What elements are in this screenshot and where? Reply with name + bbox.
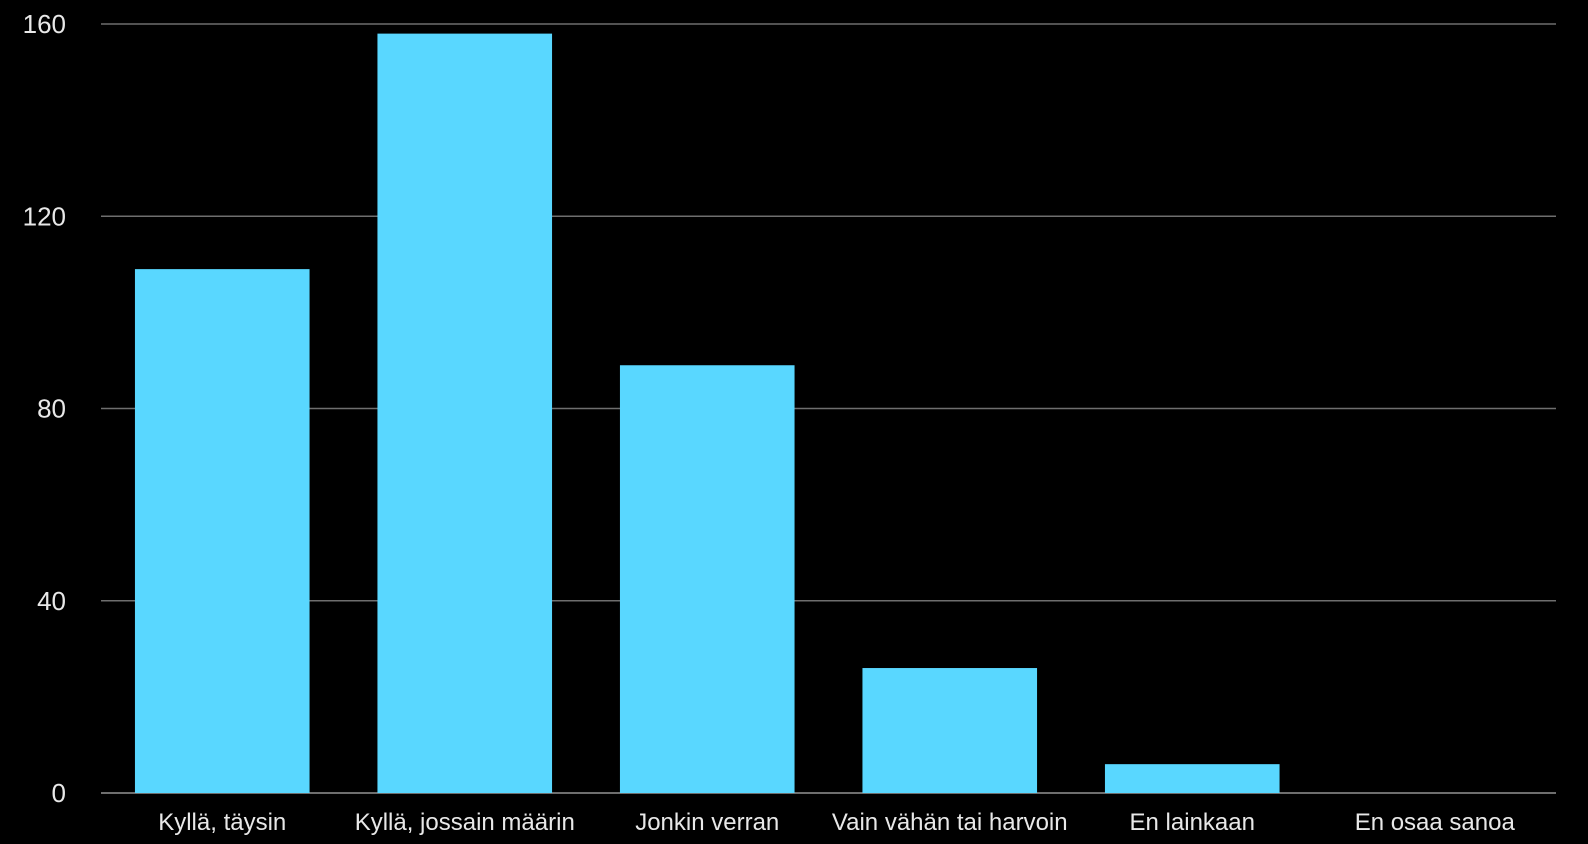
y-axis-ticks: 0 40 80 120 160: [23, 9, 66, 808]
x-category-label: Vain vähän tai harvoin: [832, 809, 1068, 836]
bar-0: [134, 269, 310, 793]
y-tick-label: 120: [23, 201, 66, 231]
y-tick-label: 40: [37, 586, 66, 616]
bar-4: [1104, 764, 1280, 793]
y-tick-label: 160: [23, 9, 66, 39]
x-category-label: Jonkin verran: [635, 809, 779, 836]
bar-1: [377, 33, 553, 794]
y-tick-label: 0: [52, 778, 66, 808]
y-tick-label: 80: [37, 394, 66, 424]
bar-3: [862, 668, 1038, 793]
bars: [134, 33, 1280, 794]
grid-lines: [101, 23, 1556, 794]
x-category-label: Kyllä, täysin: [158, 809, 286, 836]
x-category-label: En lainkaan: [1130, 809, 1255, 836]
x-category-label: En osaa sanoa: [1355, 809, 1516, 836]
x-category-label: Kyllä, jossain määrin: [355, 809, 575, 836]
bar-2: [619, 365, 795, 793]
x-axis-labels: Kyllä, täysin Kyllä, jossain määrin Jonkin…: [158, 809, 1515, 836]
